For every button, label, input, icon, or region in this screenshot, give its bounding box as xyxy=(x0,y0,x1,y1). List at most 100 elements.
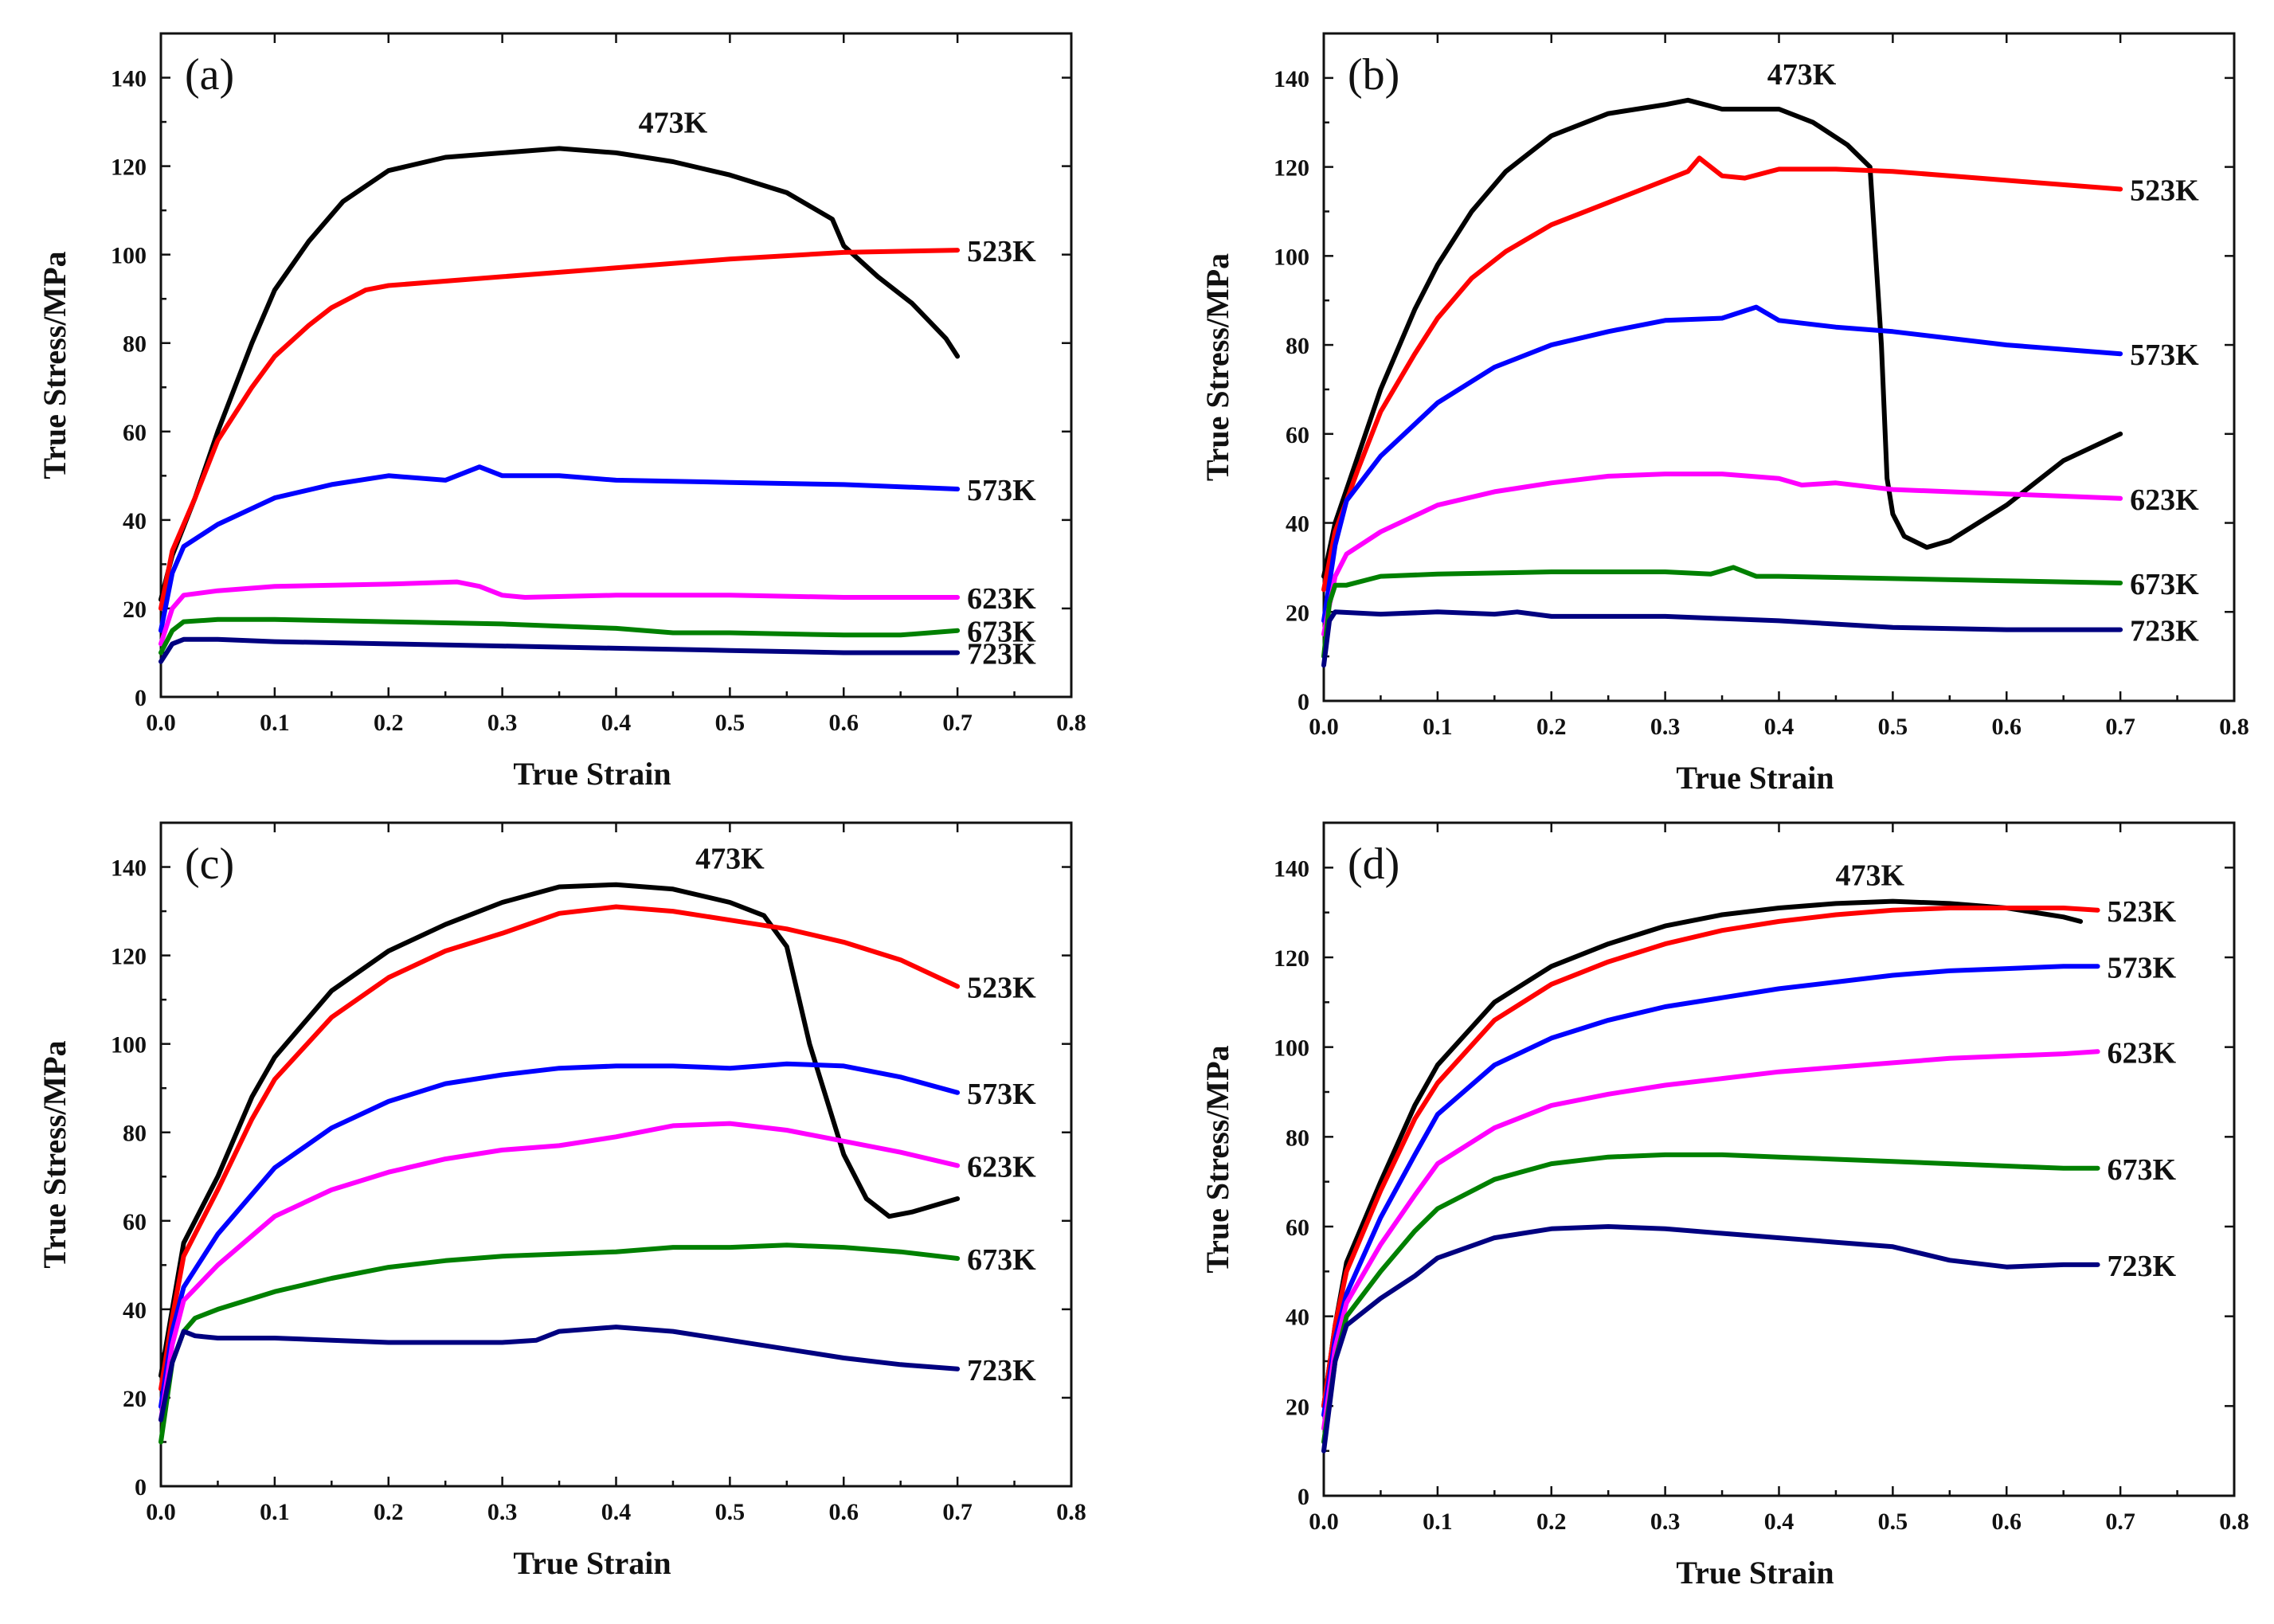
series-label-723K: 723K xyxy=(2108,1250,2177,1283)
series-label-473K: 473K xyxy=(639,106,708,139)
x-tick-label: 0.4 xyxy=(601,710,632,736)
y-tick-label: 0 xyxy=(1297,689,1309,715)
x-tick-label: 0.2 xyxy=(1536,714,1567,740)
y-tick-label: 60 xyxy=(1286,1215,1309,1241)
panel-label: (a) xyxy=(185,50,234,100)
x-tick-label: 0.1 xyxy=(260,710,290,736)
y-tick-label: 120 xyxy=(111,944,147,970)
series-line-523K xyxy=(1321,155,2123,593)
y-tick-label: 100 xyxy=(1274,1035,1309,1062)
chart-panel-1: 0.0 0.1 0.2 0.3 0.4 0.5 0.6 0.7 0.8 0 20 40 60 80 100 1… xyxy=(1200,32,2249,796)
y-tick-label: 120 xyxy=(1274,155,1309,182)
y-tick-label: 80 xyxy=(1286,333,1309,359)
x-tick-label: 0.5 xyxy=(1878,1509,1908,1535)
y-tick-label: 80 xyxy=(123,1121,147,1147)
x-tick-label: 0.3 xyxy=(487,1499,518,1525)
y-tick-label: 100 xyxy=(1274,244,1309,270)
series-line-573K xyxy=(1321,964,2100,1418)
x-tick-label: 0.2 xyxy=(1536,1509,1567,1535)
y-axis-title: True Stress/MPa xyxy=(37,1040,72,1268)
series-line-673K xyxy=(159,616,961,655)
x-axis-title: True Strain xyxy=(513,756,671,792)
y-tick-label: 120 xyxy=(1274,945,1309,972)
x-tick-label: 0.8 xyxy=(2219,714,2249,740)
x-tick-label: 0.3 xyxy=(487,710,518,736)
series-line-473K xyxy=(159,146,961,602)
series-label-573K: 573K xyxy=(2108,951,2177,984)
y-tick-label: 140 xyxy=(111,855,147,882)
y-tick-label: 140 xyxy=(1274,855,1309,882)
series-label-623K: 623K xyxy=(967,582,1036,616)
x-tick-label: 0.7 xyxy=(942,710,973,736)
series-line-673K xyxy=(1321,1152,2100,1445)
y-tick-label: 80 xyxy=(123,331,147,358)
series-label-623K: 623K xyxy=(2130,483,2199,517)
x-tick-label: 0.1 xyxy=(1423,1509,1453,1535)
series-label-473K: 473K xyxy=(695,843,765,876)
y-tick-label: 100 xyxy=(111,1032,147,1059)
y-tick-label: 140 xyxy=(1274,66,1309,92)
panel-label: (d) xyxy=(1348,839,1399,889)
x-tick-label: 0.7 xyxy=(2105,1509,2135,1535)
series-label-623K: 623K xyxy=(967,1150,1036,1184)
x-tick-label: 0.1 xyxy=(1423,714,1453,740)
y-tick-label: 20 xyxy=(1286,1394,1309,1420)
x-tick-label: 0.3 xyxy=(1650,1509,1681,1535)
series-line-523K xyxy=(1321,906,2100,1409)
y-tick-label: 140 xyxy=(111,66,147,92)
series-label-673K: 673K xyxy=(2108,1153,2177,1187)
series-label-723K: 723K xyxy=(967,1354,1036,1387)
x-tick-label: 0.4 xyxy=(1764,1509,1795,1535)
y-axis-title: True Stress/MPa xyxy=(37,251,72,479)
x-tick-label: 0.6 xyxy=(829,710,859,736)
x-axis-title: True Strain xyxy=(1676,760,1834,796)
y-tick-label: 60 xyxy=(123,1209,147,1235)
chart-panel-2: 0.0 0.1 0.2 0.3 0.4 0.5 0.6 0.7 0.8 0 20 40 60 80 100 1… xyxy=(37,821,1086,1581)
y-tick-label: 0 xyxy=(135,685,147,711)
series-label-723K: 723K xyxy=(967,637,1036,671)
series-label-673K: 673K xyxy=(967,1243,1036,1277)
y-tick-label: 20 xyxy=(123,597,147,623)
series-line-723K xyxy=(1321,1224,2100,1454)
x-tick-label: 0.8 xyxy=(2219,1509,2249,1535)
x-tick-label: 0.3 xyxy=(1650,714,1681,740)
series-line-623K xyxy=(159,579,961,647)
x-tick-label: 0.7 xyxy=(2105,714,2135,740)
x-tick-label: 0.2 xyxy=(374,710,404,736)
y-tick-label: 60 xyxy=(123,420,147,446)
series-label-673K: 673K xyxy=(2130,568,2199,601)
series-label-623K: 623K xyxy=(2108,1036,2177,1070)
series-label-473K: 473K xyxy=(1767,58,1837,92)
y-axis-title: True Stress/MPa xyxy=(1200,1045,1235,1273)
y-tick-label: 100 xyxy=(111,243,147,269)
x-tick-label: 0.8 xyxy=(1056,1499,1086,1525)
x-tick-label: 0.6 xyxy=(1992,714,2022,740)
y-tick-label: 80 xyxy=(1286,1125,1309,1151)
series-line-723K xyxy=(159,636,961,664)
series-label-723K: 723K xyxy=(2130,615,2199,648)
series-label-523K: 523K xyxy=(2130,174,2199,208)
series-label-473K: 473K xyxy=(1836,859,1905,893)
series-label-573K: 573K xyxy=(967,1078,1036,1111)
series-line-723K xyxy=(1321,609,2123,668)
x-tick-label: 0.7 xyxy=(942,1499,973,1525)
x-tick-label: 0.5 xyxy=(715,1499,746,1525)
x-tick-label: 0.6 xyxy=(1992,1509,2022,1535)
series-line-473K xyxy=(1321,97,2123,579)
x-tick-label: 0.5 xyxy=(1878,714,1908,740)
x-tick-label: 0.0 xyxy=(146,1499,176,1525)
series-label-573K: 573K xyxy=(2130,338,2199,372)
series-label-673K: 673K xyxy=(967,616,1036,649)
panel-label: (c) xyxy=(185,839,234,889)
x-tick-label: 0.8 xyxy=(1056,710,1086,736)
y-axis-title: True Stress/MPa xyxy=(1200,253,1235,481)
y-tick-label: 40 xyxy=(1286,511,1309,538)
plot-frame xyxy=(1322,32,2236,702)
chart-panel-0: 0.0 0.1 0.2 0.3 0.4 0.5 0.6 0.7 0.8 0 20 40 60 80 100 1… xyxy=(37,32,1086,792)
panel-label: (b) xyxy=(1348,50,1399,100)
x-tick-label: 0.0 xyxy=(146,710,176,736)
series-line-473K xyxy=(159,882,961,1379)
x-tick-label: 0.6 xyxy=(829,1499,859,1525)
x-tick-label: 0.4 xyxy=(601,1499,632,1525)
y-tick-label: 60 xyxy=(1286,422,1309,448)
